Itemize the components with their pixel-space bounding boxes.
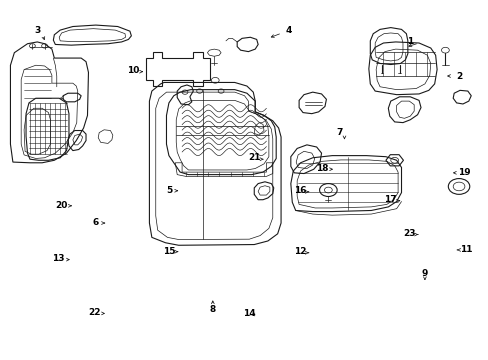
Text: 1: 1 [407, 37, 412, 46]
Text: 4: 4 [285, 26, 291, 35]
Text: 3: 3 [34, 26, 41, 35]
Text: 12: 12 [294, 247, 306, 256]
Text: 23: 23 [402, 229, 415, 238]
Text: 14: 14 [243, 309, 255, 318]
Text: 6: 6 [92, 218, 99, 227]
Text: 10: 10 [127, 66, 139, 75]
Text: 13: 13 [52, 255, 64, 264]
Text: 17: 17 [384, 195, 396, 204]
Text: 22: 22 [88, 308, 101, 317]
Text: 11: 11 [459, 246, 471, 255]
Text: 2: 2 [455, 72, 461, 81]
Text: 18: 18 [316, 164, 328, 173]
Text: 16: 16 [294, 186, 306, 195]
Text: 20: 20 [55, 201, 68, 210]
Text: 8: 8 [209, 305, 216, 314]
Text: 21: 21 [247, 153, 260, 162]
Text: 19: 19 [457, 168, 469, 177]
Text: 5: 5 [165, 186, 172, 195]
Text: 9: 9 [421, 269, 427, 278]
Text: 7: 7 [336, 128, 342, 137]
Text: 15: 15 [163, 247, 175, 256]
